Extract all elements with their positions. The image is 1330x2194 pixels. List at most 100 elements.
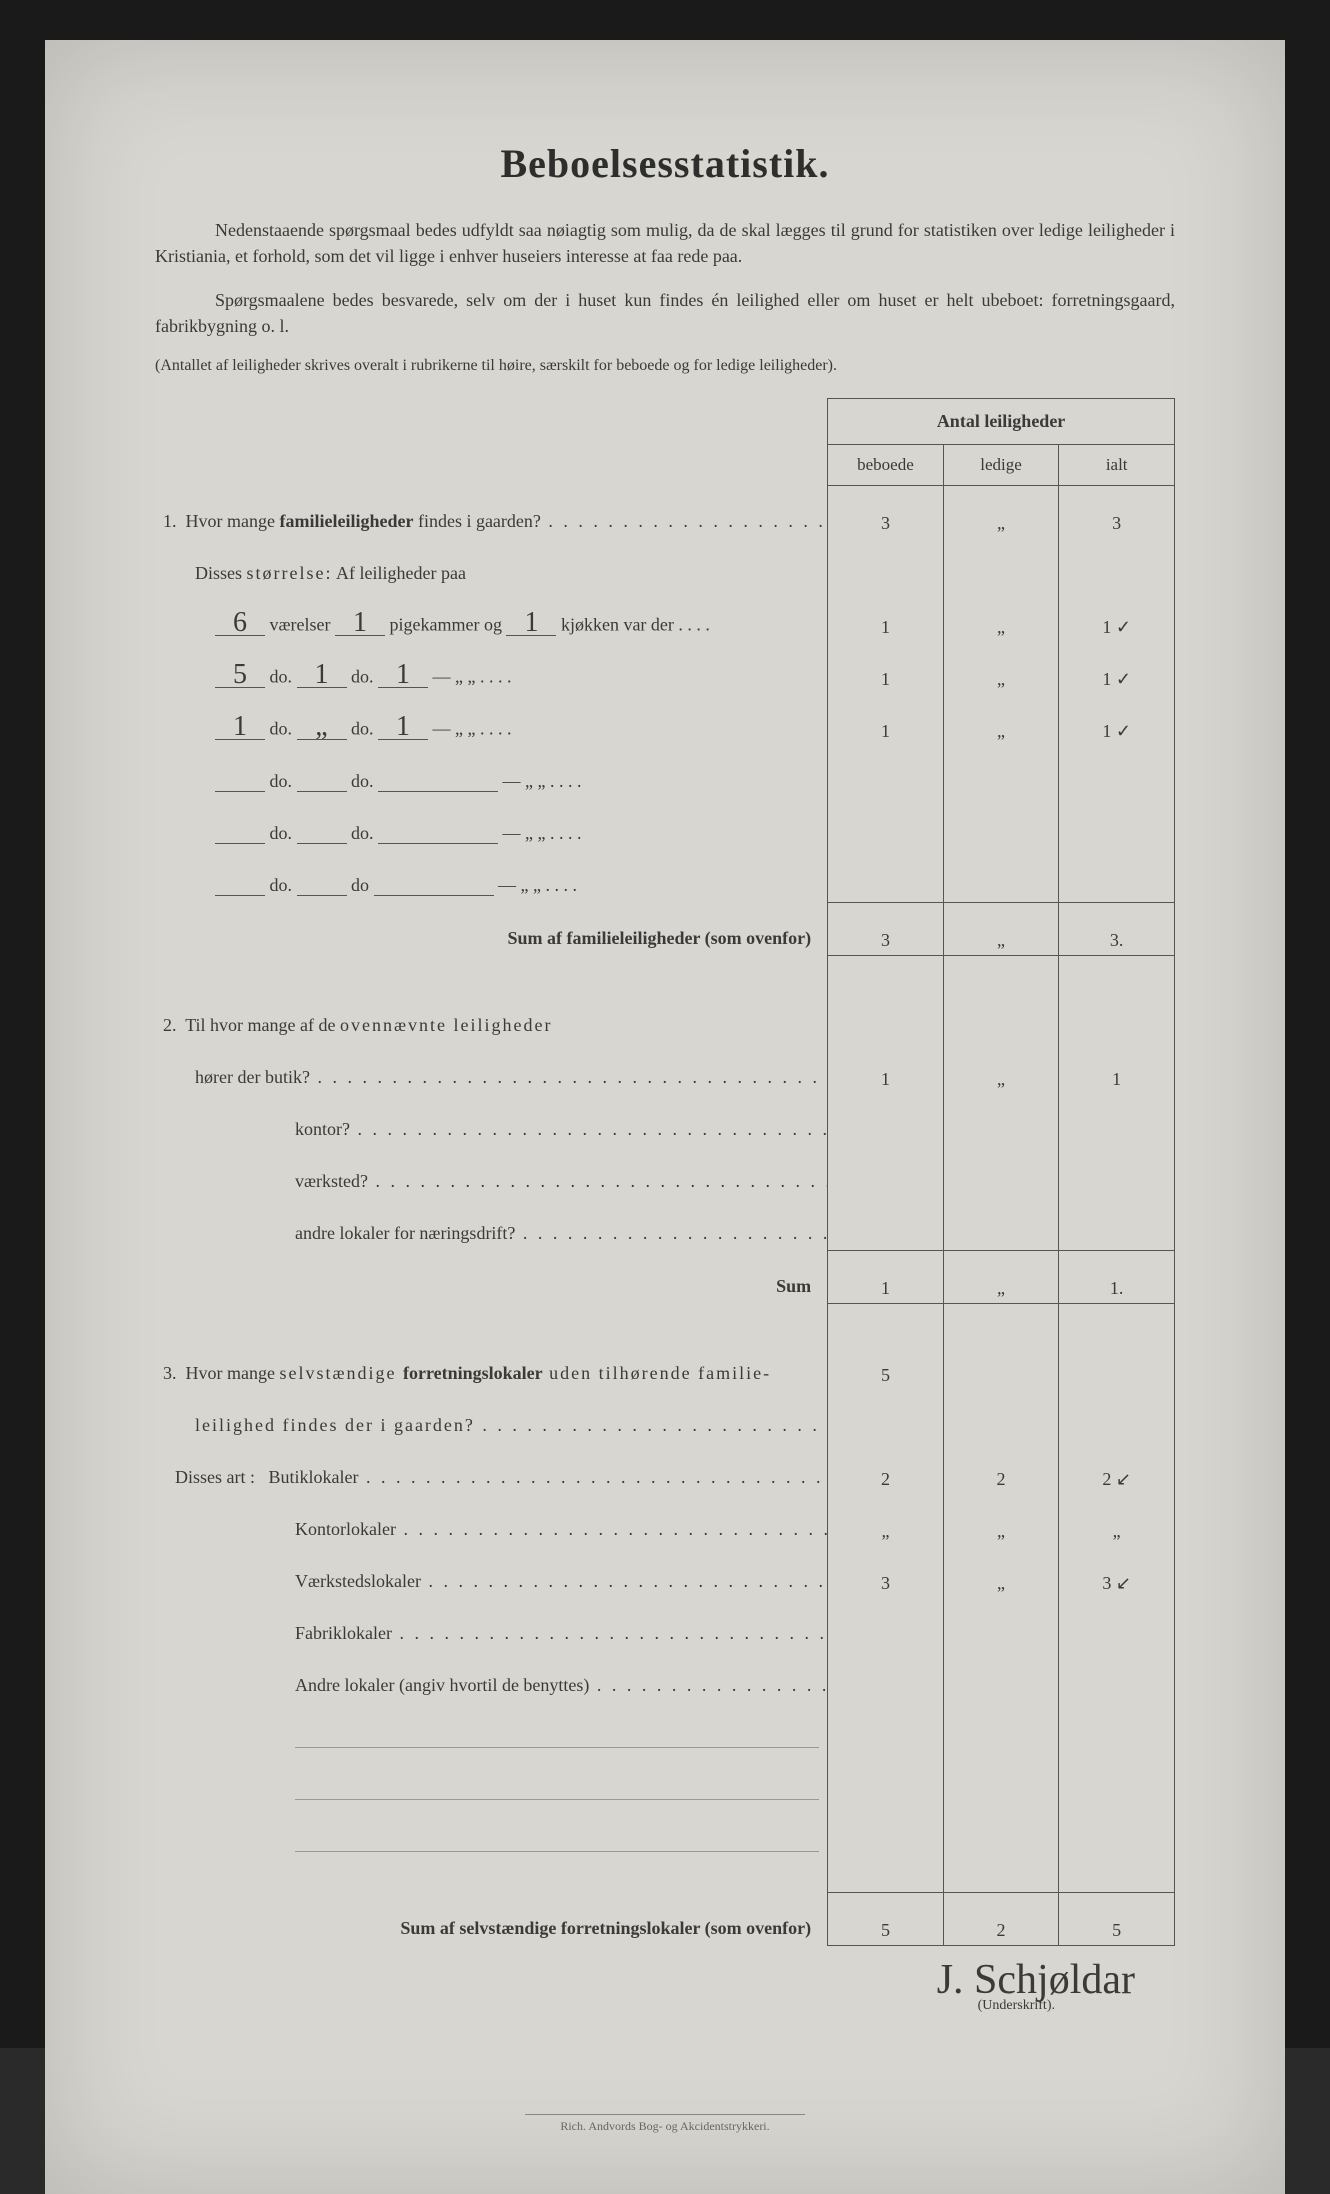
q2-num: 2. [163,1015,177,1035]
q1-ledige: „ [943,485,1059,538]
printer-footer: Rich. Andvords Bog- og Akcidentstrykkeri… [525,2114,805,2134]
q1-sum-ialt: 3. [1059,902,1175,955]
q1-r2-w2: do. [351,719,374,739]
slot [378,843,498,844]
q1-size-row: 5 do. 1 do. 1 — „ „ . . . . 1 „ 1 ✓ [155,642,1175,694]
q3-b: selvstændige [279,1363,403,1383]
blank-row [155,1806,1175,1858]
q3-row: Kontorlokaler „ „ „ [155,1494,1175,1546]
q1-text-a: Hvor mange [186,511,280,531]
q3-sum-ledige: 2 [943,1892,1059,1945]
q1-text-b: familieleiligheder [279,511,413,531]
q2-text-b: ovennævnte leiligheder [340,1015,552,1035]
q3-e: leilighed findes der i gaarden? [195,1415,475,1435]
q1-r1-pige: 1 [297,664,347,687]
q1-r4-w1: do. [270,823,293,843]
q3-sum-c: (som ovenfor) [700,1918,811,1938]
q2-sum-row: Sum 1 „ 1. [155,1250,1175,1303]
q3-sum-row: Sum af selvstændige forretningslokaler (… [155,1892,1175,1945]
blank-row [155,1702,1175,1754]
q3-art: Disses art : Butiklokaler 2 2 2 ↙ [155,1442,1175,1494]
q1-r2-vaer: 1 [215,716,265,739]
form-content: Antal leiligheder beboede ledige ialt 1.… [155,398,1175,2134]
q3-intro2: leilighed findes der i gaarden? [155,1390,1175,1442]
slot [215,791,265,792]
intro-text-1: Nedenstaaende spørgsmaal bedes udfyldt s… [155,220,1175,266]
q1-size-row: do. do. — „ „ . . . . [155,746,1175,798]
q1-sum-c: (som ovenfor) [700,928,811,948]
q1-ialt: 3 [1059,485,1175,538]
q1-subintro: Disses størrelse: Af leiligheder paa [155,538,1175,590]
q1-sum-b: familieleiligheder [567,928,701,948]
page-title: Beboelsesstatistik. [155,140,1175,187]
q1-r1-w1: do. [270,667,293,687]
q1-r0-w3: kjøkken var der [561,615,674,635]
q3-r0-l: 2 [943,1442,1059,1494]
table-header-cols: beboede ledige ialt [155,444,1175,485]
q3-r1-b: „ [828,1494,944,1546]
header-group-label: Antal leiligheder [828,398,1175,444]
q3-row: Fabriklokaler [155,1598,1175,1650]
q3-r0-i: 2 ↙ [1059,1442,1175,1494]
q2-text-a: Til hvor mange af de [185,1015,340,1035]
q1-size-row: do. do. — „ „ . . . . [155,798,1175,850]
signature: J. Schjøldar [155,1956,1175,2004]
q3-r1-i: „ [1059,1494,1175,1546]
q3-sum-a: Sum af selvstændige [400,1918,561,1938]
col-beboede: beboede [828,444,944,485]
q3-intro1: 3. Hvor mange selvstændige forretningslo… [155,1338,1175,1390]
q1-r5-w3: — „ „ [498,875,541,895]
q3-sum-b: forretningslokaler [561,1918,700,1938]
intro-para-2: Spørgsmaalene bedes besvarede, selv om d… [155,287,1175,339]
q1-r5-w2: do [351,875,369,895]
slot [297,895,347,896]
q2-row: hører der butik? 1 „ 1 [155,1042,1175,1094]
intro-para-3: (Antallet af leiligheder skrives overalt… [155,355,1175,377]
q1-r0-pige: 1 [335,612,385,635]
q1-beboede: 3 [828,485,944,538]
q1-r2-b: 1 [828,694,944,746]
blank-row [155,1754,1175,1806]
q3-r3-label: Fabriklokaler [295,1623,392,1643]
q1-sum-beboede: 3 [828,902,944,955]
q3-sum-beboede: 5 [828,1892,944,1945]
q1-row: 1. Hvor mange familieleiligheder findes … [155,485,1175,538]
q3-row: Værkstedslokaler 3 „ 3 ↙ [155,1546,1175,1598]
col-ledige: ledige [943,444,1059,485]
q1-r0-kjk: 1 [506,612,556,635]
q1-r2-i: 1 ✓ [1059,694,1175,746]
q2-row: andre lokaler for næringsdrift? [155,1198,1175,1251]
q3-row: Andre lokaler (angiv hvortil de benyttes… [155,1650,1175,1702]
q1-sub-b: størrelse: [247,563,333,583]
q2-r1-label: kontor? [295,1119,350,1139]
q1-sub-c: Af leiligheder paa [333,563,466,583]
q1-text-c: findes i gaarden? [413,511,540,531]
q2-r3-label: andre lokaler for næringsdrift? [295,1223,515,1243]
intro-text-2: Spørgsmaalene bedes besvarede, selv om d… [155,290,1175,336]
intro-text-3: (Antallet af leiligheder skrives overalt… [155,357,837,374]
q1-r2-pige: „ [297,716,347,739]
q1-r2-l: „ [943,694,1059,746]
slot [215,843,265,844]
q3-r0-b: 2 [828,1442,944,1494]
q1-r0-l: „ [943,590,1059,642]
scan-frame: Beboelsesstatistik. Nedenstaaende spørgs… [0,0,1330,2048]
q1-r3-w1: do. [270,771,293,791]
q1-sum-a: Sum af [508,928,567,948]
q2-sum-label: Sum [776,1276,811,1296]
q2-sum-i: 1. [1059,1250,1175,1303]
q1-r2-w1: do. [270,719,293,739]
q1-r4-w2: do. [351,823,374,843]
q3-sum-ialt: 5 [1059,1892,1175,1945]
q3-r0-label: Butiklokaler [269,1467,359,1487]
q3-c: forretningslokaler [403,1363,543,1383]
slot [378,791,498,792]
q3-r1-label: Kontorlokaler [295,1519,396,1539]
q1-r1-kjk: 1 [378,664,428,687]
q1-r0-w1: værelser [270,615,331,635]
q2-r2-label: værksted? [295,1171,368,1191]
q1-r3-w3: — „ „ [503,771,546,791]
q1-r0-b: 1 [828,590,944,642]
q3-art-label: Disses art : [175,1467,255,1487]
q3-r2-label: Værkstedslokaler [295,1571,421,1591]
